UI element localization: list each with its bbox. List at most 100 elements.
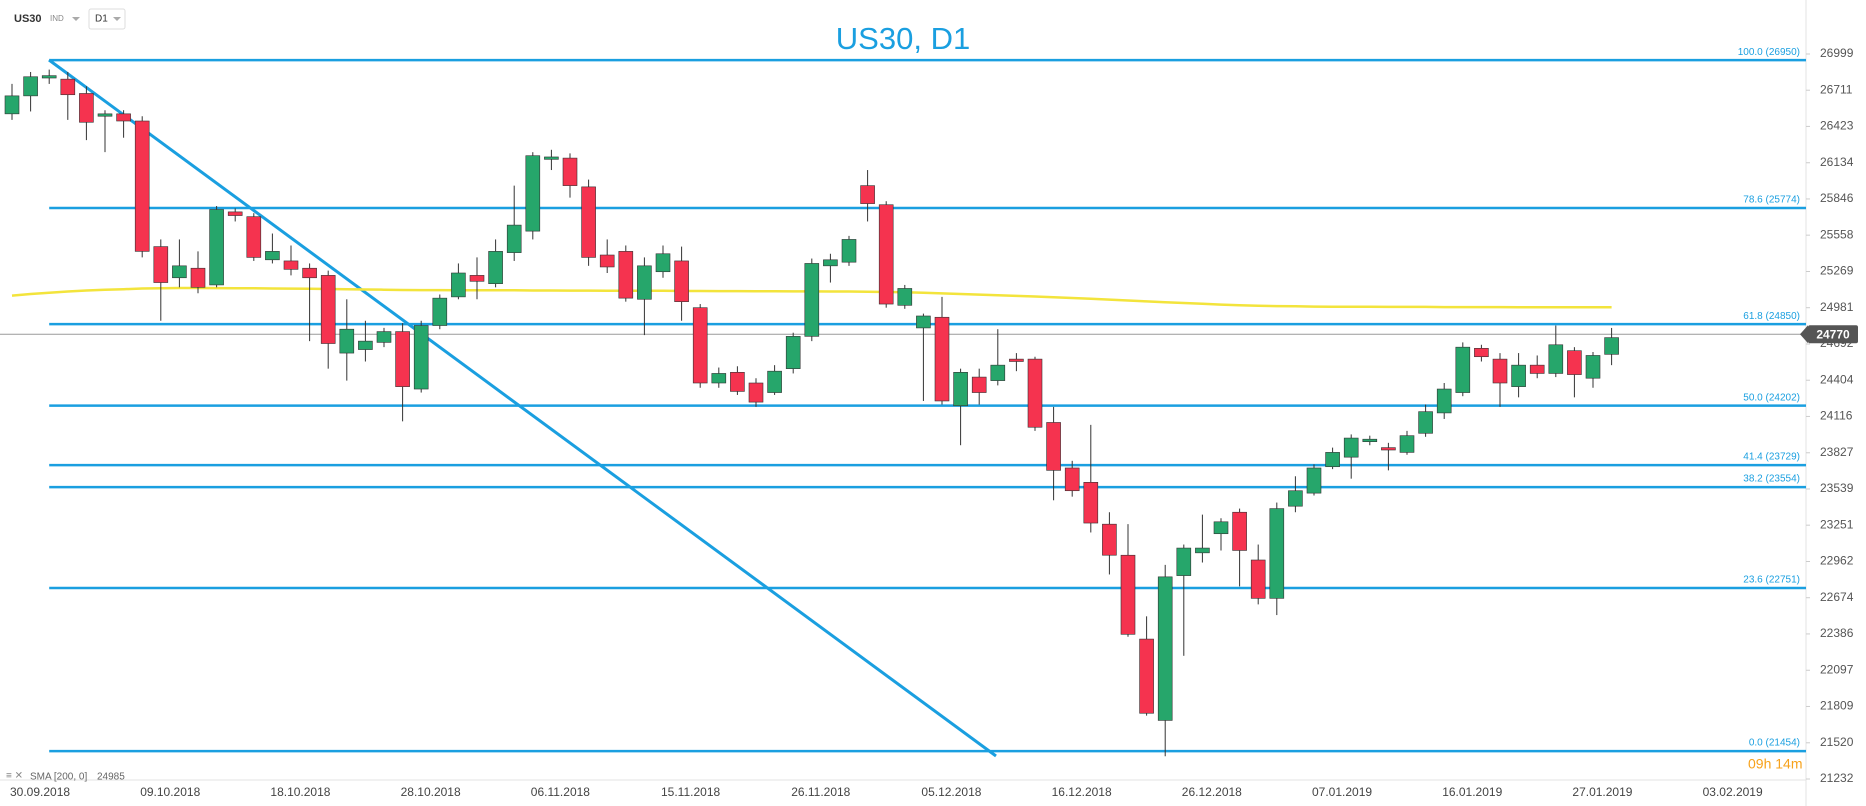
candle-body: [41, 75, 57, 79]
fib-label: 61.8 (24850): [1743, 311, 1800, 322]
candle-body: [395, 331, 410, 387]
candle-body: [637, 265, 652, 300]
y-tick-label: 26423: [1820, 119, 1854, 133]
fib-label: 0.0 (21454): [1749, 738, 1800, 749]
candle-body: [209, 209, 224, 286]
candle-body: [934, 316, 950, 402]
last-price-tag: [1808, 325, 1858, 344]
candle-body: [562, 157, 578, 186]
y-tick-label: 22962: [1820, 554, 1854, 568]
candle-body: [1548, 344, 1564, 374]
y-tick-label: 21232: [1820, 771, 1854, 785]
candle-body: [692, 307, 708, 384]
last-price-tag-arrow: [1800, 325, 1808, 344]
y-tick-label: 21520: [1820, 735, 1854, 749]
y-tick-label: 25558: [1820, 227, 1854, 241]
candle-body: [525, 155, 541, 232]
candle-body: [227, 211, 243, 216]
candle-body: [1343, 437, 1359, 458]
candle-body: [655, 253, 671, 273]
candle-body: [153, 246, 169, 283]
candle-body: [1064, 467, 1080, 492]
x-tick-label: 16.01.2019: [1442, 785, 1502, 799]
x-tick-label: 26.12.2018: [1182, 785, 1242, 799]
x-tick-label: 18.10.2018: [270, 785, 330, 799]
fib-label: 38.2 (23554): [1743, 474, 1800, 485]
candle-body: [748, 382, 764, 403]
candle-body: [190, 267, 206, 288]
candle-body: [916, 315, 931, 329]
candle-body: [1325, 452, 1340, 468]
candle-body: [544, 156, 559, 160]
candle-body: [860, 185, 875, 204]
candle-body: [1083, 482, 1099, 524]
candle-body: [785, 336, 801, 369]
indicator-icon[interactable]: ≡ ✕: [6, 771, 23, 782]
fib-label: 50.0 (24202): [1743, 392, 1800, 403]
candle-body: [1492, 358, 1508, 384]
dropdown-arrow[interactable]: [113, 17, 121, 21]
x-tick-label: 28.10.2018: [401, 785, 461, 799]
x-tick-label: 07.01.2019: [1312, 785, 1372, 799]
y-tick-label: 25269: [1820, 264, 1854, 278]
candle-body: [358, 340, 373, 350]
x-tick-label: 27.01.2019: [1572, 785, 1632, 799]
candle-body: [1381, 447, 1396, 451]
candle-body: [432, 297, 448, 326]
candle-body: [1474, 347, 1489, 358]
candle-body: [1157, 576, 1173, 721]
candle-body: [1046, 422, 1061, 471]
candle-body: [320, 275, 336, 344]
y-tick-label: 23539: [1820, 481, 1854, 495]
candle-body: [302, 267, 317, 279]
y-tick-label: 22097: [1820, 662, 1854, 676]
x-tick-label: 03.02.2019: [1703, 785, 1763, 799]
candle-body: [451, 272, 466, 298]
dropdown-arrow[interactable]: [72, 17, 80, 21]
candle-body: [711, 373, 727, 384]
candle-body: [4, 95, 20, 115]
candle-body: [1399, 435, 1415, 453]
x-tick-label: 09.10.2018: [140, 785, 200, 799]
x-tick-label: 26.11.2018: [791, 785, 850, 799]
candle-body: [116, 113, 131, 122]
y-tick-label: 26134: [1820, 155, 1854, 169]
candles: [4, 69, 1619, 757]
y-tick-label: 24404: [1820, 372, 1854, 386]
candle-body: [1232, 511, 1247, 551]
y-tick-label: 24981: [1820, 300, 1854, 314]
interval-select[interactable]: [88, 8, 126, 30]
candle-body: [246, 216, 262, 258]
candle-body: [1288, 490, 1303, 507]
candle-body: [339, 328, 355, 354]
candle-body: [1455, 346, 1471, 393]
candle-body: [1604, 337, 1619, 355]
candle-body: [506, 224, 522, 253]
candle-body: [23, 76, 38, 97]
y-tick-label: 26711: [1820, 82, 1853, 96]
candle-body: [1250, 559, 1266, 599]
candle-body: [990, 364, 1006, 381]
fib-levels: 100.0 (26950) 78.6 (25774) 61.8 (24850) 50.…: [49, 47, 1806, 753]
candle-body: [1585, 355, 1601, 379]
candle-body: [971, 376, 987, 393]
interval[interactable]: D1: [95, 14, 108, 25]
candle-body: [1511, 364, 1526, 387]
candle-body: [1213, 521, 1229, 535]
candle-body: [581, 186, 596, 258]
candle-body: [97, 113, 113, 117]
candle-body: [1269, 508, 1285, 599]
candle-body: [1195, 547, 1210, 554]
candle-body: [413, 325, 429, 390]
trendline: [48, 58, 997, 758]
candle-body: [823, 259, 838, 267]
candle-body: [841, 239, 857, 263]
candle-timer: 09h 14m: [1748, 756, 1802, 772]
candle-body: [283, 260, 299, 270]
y-tick-label: 26999: [1820, 46, 1854, 60]
y-tick-label: 22386: [1820, 626, 1854, 640]
candle-body: [134, 120, 150, 252]
chart-title: US30, D1: [836, 21, 970, 56]
